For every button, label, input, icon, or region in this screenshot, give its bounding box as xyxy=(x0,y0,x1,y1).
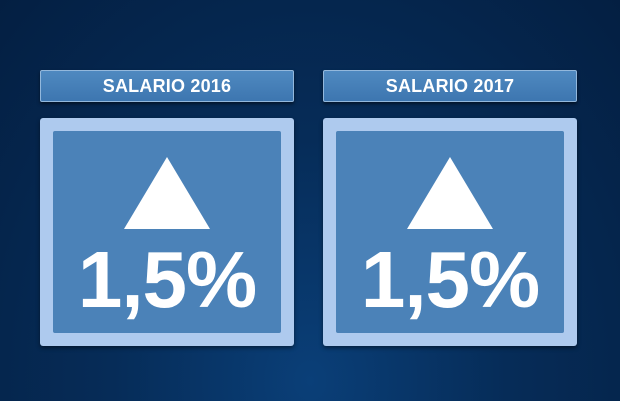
salary-value-box-2016: 1,5% xyxy=(40,118,294,346)
salary-panel-2016: SALARIO 2016 1,5% xyxy=(40,70,294,346)
salary-value-inner-2017: 1,5% xyxy=(336,131,564,333)
salary-percentage-2016: 1,5% xyxy=(77,235,257,324)
salary-percentage-2017: 1,5% xyxy=(360,235,540,324)
salary-label-2016: SALARIO 2016 xyxy=(40,70,294,102)
salary-value-inner-2016: 1,5% xyxy=(53,131,281,333)
salary-label-2017: SALARIO 2017 xyxy=(323,70,577,102)
triangle-up-icon xyxy=(407,157,493,229)
salary-panel-2017: SALARIO 2017 1,5% xyxy=(323,70,577,346)
salary-value-box-2017: 1,5% xyxy=(323,118,577,346)
triangle-up-icon xyxy=(124,157,210,229)
